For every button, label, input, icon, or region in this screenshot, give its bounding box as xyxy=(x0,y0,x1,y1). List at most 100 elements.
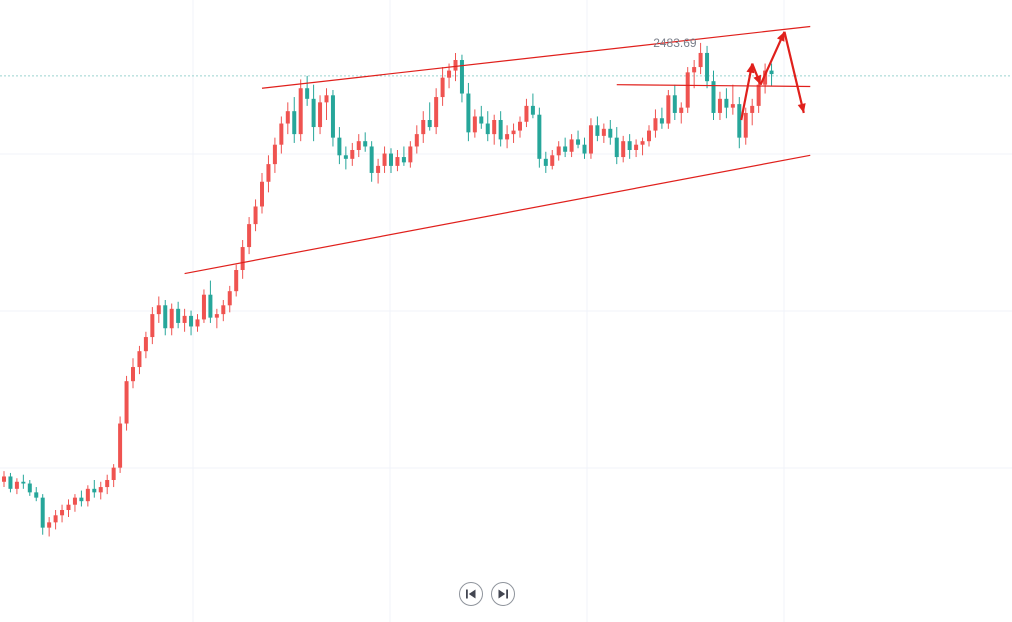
candle xyxy=(311,84,316,142)
candle xyxy=(376,158,381,184)
candle xyxy=(253,199,258,232)
projection-arrow-head xyxy=(797,103,806,113)
candle-body xyxy=(434,97,439,128)
candle xyxy=(79,490,84,507)
scroll-back-button[interactable] xyxy=(459,582,483,606)
candle-body xyxy=(2,476,6,482)
candle xyxy=(627,134,632,159)
candle xyxy=(27,480,32,496)
candle xyxy=(363,132,368,152)
candle-body xyxy=(111,467,116,480)
candle-body xyxy=(640,141,645,145)
candle xyxy=(498,111,503,147)
candle-body xyxy=(498,120,503,140)
candle-body xyxy=(717,98,722,113)
skip-back-icon xyxy=(466,589,476,599)
candle xyxy=(266,155,271,193)
candle xyxy=(576,130,581,149)
candle-body xyxy=(14,481,19,489)
candle xyxy=(195,314,200,332)
candle xyxy=(414,125,419,154)
candle-body xyxy=(356,141,361,150)
candle-body xyxy=(214,314,219,318)
candle-body xyxy=(221,305,226,315)
candle xyxy=(717,91,722,120)
candle-body xyxy=(511,130,516,135)
candle xyxy=(711,70,716,120)
candle-body xyxy=(666,95,671,124)
candle-body xyxy=(414,134,419,147)
candle xyxy=(705,45,710,89)
candle xyxy=(640,137,645,156)
candle xyxy=(53,510,58,530)
candle-body xyxy=(169,308,174,329)
candle-body xyxy=(705,52,710,82)
candle-body xyxy=(601,128,606,136)
candle-body xyxy=(189,315,194,327)
candle xyxy=(434,88,439,135)
candle xyxy=(150,307,155,345)
candle-body xyxy=(724,98,729,108)
candle-body xyxy=(556,146,561,156)
candle xyxy=(2,471,6,488)
candle xyxy=(479,105,484,129)
candle xyxy=(208,280,213,323)
candle-body xyxy=(343,155,348,159)
candle xyxy=(685,67,690,113)
candle xyxy=(698,42,703,75)
scroll-forward-button[interactable] xyxy=(491,582,515,606)
candle xyxy=(227,285,232,313)
candle xyxy=(614,127,619,165)
candle xyxy=(272,137,277,173)
candle-body xyxy=(137,351,142,368)
candle xyxy=(14,478,19,495)
candle-body xyxy=(318,102,323,128)
candle-body xyxy=(653,118,658,131)
candle xyxy=(621,135,626,163)
candle-body xyxy=(447,70,452,78)
candle-body xyxy=(421,120,426,135)
candle xyxy=(176,301,181,329)
candle-body xyxy=(92,488,97,493)
candle xyxy=(318,95,323,135)
candle-body xyxy=(459,60,464,94)
candle xyxy=(569,134,574,158)
candle-body xyxy=(47,522,52,528)
candle-body xyxy=(537,114,542,159)
candle-body xyxy=(737,104,742,138)
candle xyxy=(763,63,768,94)
candle xyxy=(260,172,264,214)
candle-body xyxy=(711,81,716,113)
candle xyxy=(305,75,310,106)
candle-body xyxy=(479,116,484,124)
candle-body xyxy=(350,150,355,159)
candle xyxy=(72,494,77,512)
candle xyxy=(440,67,445,106)
candle-body xyxy=(105,480,110,488)
candle xyxy=(588,118,593,159)
candle xyxy=(427,102,432,131)
candle-body xyxy=(563,146,568,152)
candle-body xyxy=(182,315,187,323)
candle xyxy=(550,150,555,170)
candle xyxy=(163,300,168,336)
candle-body xyxy=(337,137,342,156)
candle xyxy=(298,79,303,142)
candle xyxy=(421,111,426,143)
candle xyxy=(511,123,516,143)
candle-body xyxy=(79,497,84,502)
candle-body xyxy=(524,105,529,122)
annotations xyxy=(184,25,811,275)
candle-body xyxy=(492,120,497,135)
candle xyxy=(356,134,361,158)
candle-body xyxy=(582,144,587,154)
candle xyxy=(453,52,458,82)
candle-body xyxy=(550,155,555,166)
candle xyxy=(92,480,97,498)
candle xyxy=(324,88,329,120)
candle-body xyxy=(124,381,129,424)
candle-body xyxy=(247,224,252,248)
candle xyxy=(214,308,219,329)
